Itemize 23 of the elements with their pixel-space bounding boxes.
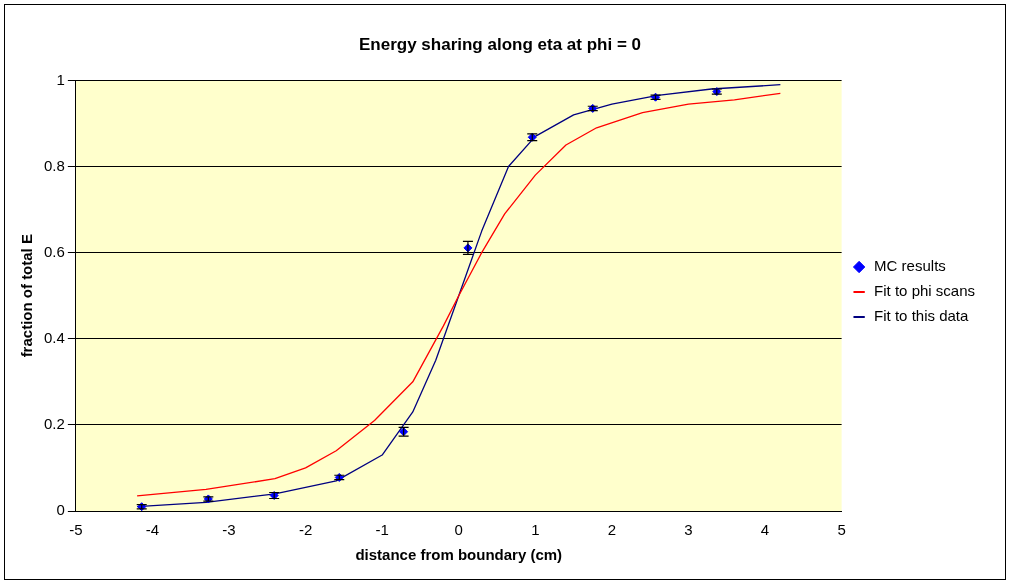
x-tick-label: 5 [837,521,846,539]
x-tick-label: 4 [760,521,770,539]
x-tick-label: 2 [607,521,617,539]
y-tick-label: 0.6 [43,242,65,260]
y-tick-label: 0 [56,501,65,519]
x-tick-label: 3 [684,521,693,539]
legend-label: Fit to phi scans [874,282,976,300]
y-tick-label: 0.2 [43,415,65,433]
x-tick-label: -2 [298,521,313,539]
chart-title: Energy sharing along eta at phi = 0 [359,34,641,54]
x-axis-title: distance from boundary (cm) [355,546,563,564]
x-tick-label: -5 [69,521,83,539]
y-tick-label: 0.4 [43,328,65,346]
legend-label: Fit to this data [874,307,969,325]
x-tick-label: -4 [145,521,160,539]
x-tick-label: -1 [375,521,389,539]
x-tick-label: 1 [531,521,540,539]
y-tick-label: 0.8 [43,156,65,174]
x-tick-label: -3 [222,521,236,539]
y-tick-label: 1 [56,70,65,88]
legend-label: MC results [874,257,946,275]
y-axis-title: fraction of total E [18,234,36,358]
x-tick-label: 0 [454,521,463,539]
